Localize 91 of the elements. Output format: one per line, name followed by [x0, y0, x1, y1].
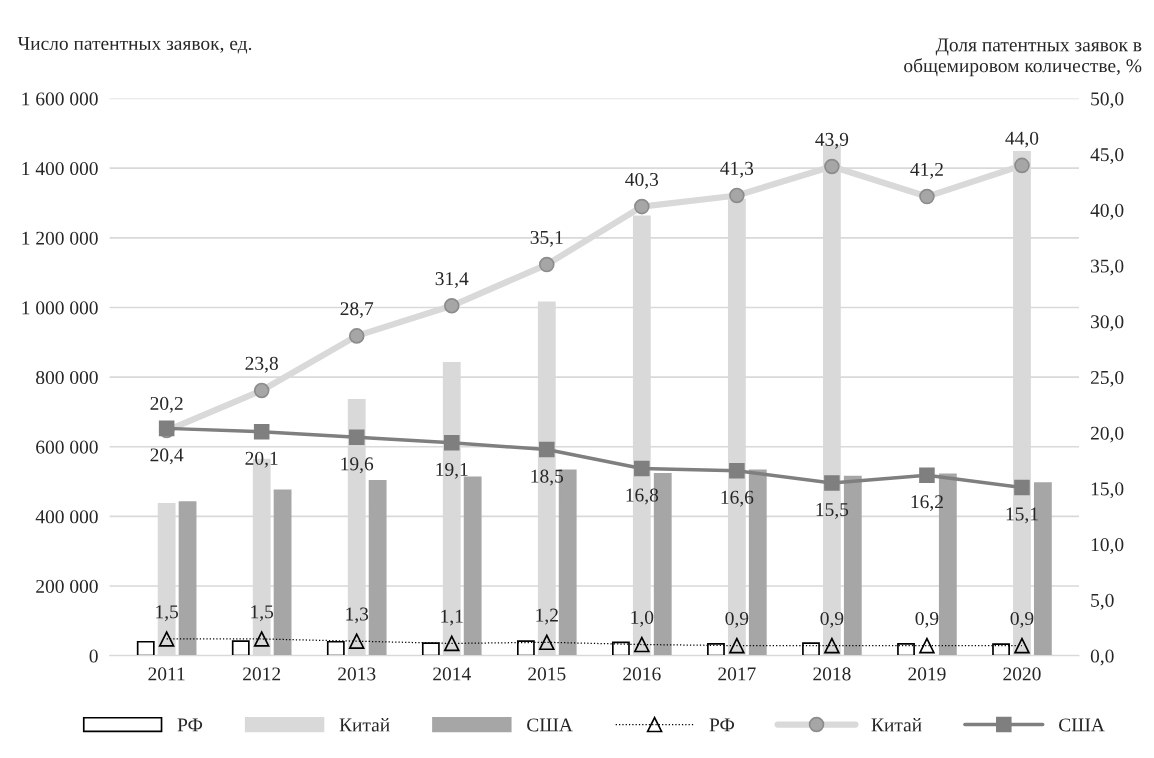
y2-tick-label: 25,0	[1090, 370, 1124, 387]
point	[634, 636, 650, 653]
point	[729, 462, 745, 479]
y-tick-label: 800 000	[36, 370, 98, 385]
x-tick-label: 2011	[148, 667, 185, 681]
point	[919, 467, 935, 483]
data-label: 15,5	[816, 503, 849, 519]
bar	[136, 640, 155, 656]
y2-axis-title: Доля патентных заявок в общемировом количестве, %	[904, 38, 1142, 77]
data-label: 20,2	[150, 396, 183, 413]
data-label: 1,2	[536, 608, 558, 625]
data-label: 1,3	[346, 607, 369, 624]
point	[539, 441, 555, 458]
data-label: 23,8	[245, 356, 278, 373]
legend-label: РФ	[177, 718, 203, 732]
point	[348, 429, 365, 446]
y2-tick-label: 40,0	[1090, 203, 1124, 220]
point	[443, 635, 460, 652]
point	[253, 631, 270, 647]
data-label: 15,1	[1006, 507, 1038, 524]
x-tick-label: 2012	[243, 667, 281, 681]
data-label: 18,5	[531, 469, 564, 486]
data-label: 19,6	[341, 457, 374, 474]
point	[824, 475, 840, 491]
point	[729, 637, 745, 654]
point	[1014, 479, 1030, 496]
x-tick-label: 2017	[718, 667, 756, 681]
data-label: 0,9	[820, 611, 844, 628]
y-tick-label: 1 600 000	[22, 92, 98, 106]
data-label: 28,7	[340, 302, 374, 319]
point	[443, 435, 460, 451]
point	[539, 634, 555, 651]
data-label: 41,3	[720, 161, 754, 178]
data-label: 31,4	[435, 272, 469, 288]
legend-label: РФ	[709, 718, 735, 732]
legend-label: Китай	[339, 718, 390, 732]
data-label: 0,9	[915, 611, 939, 628]
bar	[273, 489, 292, 656]
data-label: 1,5	[156, 605, 179, 622]
legend-label: США	[1059, 718, 1105, 732]
point	[253, 423, 270, 440]
y2-tick-label: 50,0	[1091, 92, 1124, 109]
data-label: 35,1	[530, 230, 563, 247]
data-label: 20,1	[245, 451, 278, 468]
y-tick-label: 1 400 000	[22, 162, 98, 176]
data-label: 1,0	[631, 610, 654, 627]
y2-tick-label: 30,0	[1091, 315, 1124, 332]
data-label: 44,0	[1005, 131, 1039, 148]
point	[634, 460, 650, 477]
x-tick-label: 2020	[1003, 667, 1041, 681]
y2-tick-label: 15,0	[1091, 482, 1124, 499]
y-tick-label: 600 000	[36, 440, 98, 454]
data-label: 16,6	[721, 490, 754, 507]
data-label: 1,1	[441, 609, 463, 626]
legend-label: США	[527, 718, 573, 732]
y-tick-label: 0	[89, 649, 98, 663]
y2-tick-label: 5,0	[1091, 593, 1114, 610]
y2-tick-label: 10,0	[1091, 538, 1124, 554]
point	[1014, 637, 1030, 654]
x-tick-label: 2014	[433, 667, 471, 681]
x-tick-label: 2019	[908, 667, 946, 681]
data-label: 43,9	[815, 132, 849, 149]
x-tick-label: 2018	[813, 667, 851, 681]
x-tick-label: 2015	[528, 667, 566, 681]
y2-tick-label: 45,0	[1090, 148, 1124, 164]
y-tick-label: 400 000	[35, 510, 98, 524]
data-label: 19,1	[436, 462, 468, 479]
y-tick-label: 1 000 000	[22, 301, 98, 315]
y-axis-title: Число патентных заявок, ед.	[17, 37, 252, 54]
x-tick-label: 2013	[338, 667, 376, 681]
data-label: 1,5	[251, 605, 274, 622]
data-label: 0,9	[1010, 611, 1034, 628]
y2-tick-label: 35,0	[1091, 259, 1124, 276]
x-tick-label: 2016	[623, 667, 661, 681]
data-label: 0,9	[725, 611, 749, 628]
y2-tick-label: 20,0	[1090, 426, 1124, 443]
point	[919, 637, 935, 654]
point	[348, 633, 365, 649]
data-label: 16,8	[626, 488, 659, 505]
y-tick-label: 200 000	[36, 579, 98, 593]
data-label: 16,2	[911, 495, 943, 512]
y-tick-label: 1 200 000	[22, 231, 98, 245]
bar	[178, 501, 197, 656]
bar	[368, 480, 387, 656]
point	[824, 637, 840, 654]
legend-label: Китай	[871, 718, 922, 732]
point	[158, 631, 175, 647]
data-label: 40,3	[625, 172, 659, 189]
data-label: 41,2	[910, 162, 943, 179]
y2-tick-label: 0,0	[1090, 649, 1114, 666]
data-label: 20,4	[150, 448, 184, 465]
